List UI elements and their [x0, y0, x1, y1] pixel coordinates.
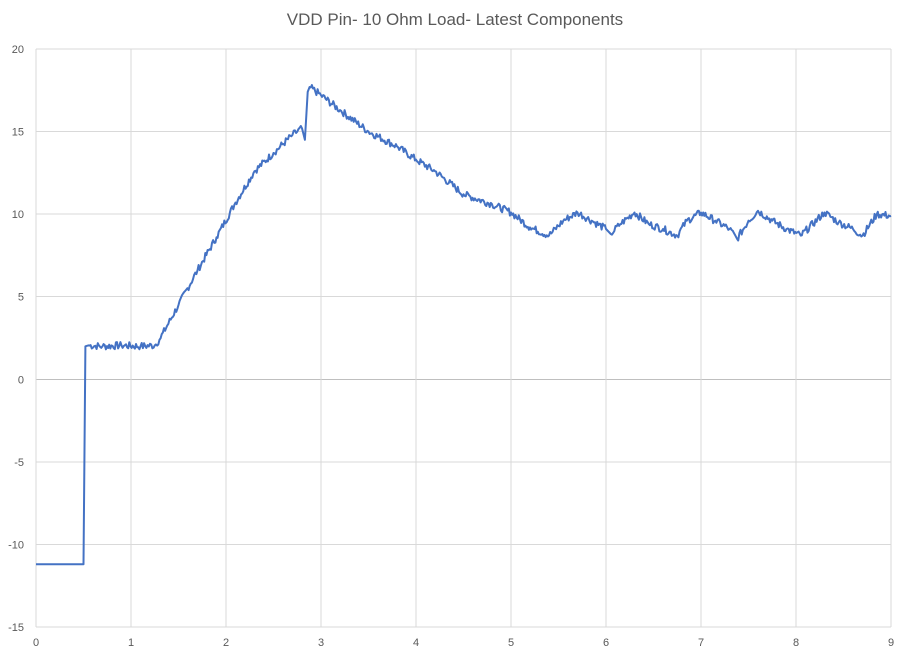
y-tick-label: 15	[12, 127, 24, 139]
tick-label-layer: -15 -10 -5 0 5 10 15 20 0 1 2 3 4 5 6 7 8 9	[8, 44, 894, 649]
y-tick-label: 20	[12, 44, 24, 56]
x-tick-label: 8	[793, 637, 799, 649]
series-layer	[36, 84, 892, 566]
y-tick-label: -5	[14, 457, 24, 469]
y-tick-label: 0	[18, 374, 24, 386]
x-tick-label: 7	[698, 637, 704, 649]
series-line	[36, 84, 892, 566]
y-tick-label: -15	[8, 622, 24, 634]
chart-title: VDD Pin- 10 Ohm Load- Latest Components	[286, 10, 624, 29]
y-tick-label: 10	[12, 209, 24, 221]
x-tick-label: 9	[888, 637, 894, 649]
y-tick-label: 5	[18, 292, 24, 304]
x-tick-label: 5	[508, 637, 514, 649]
grid-layer	[35, 48, 892, 628]
x-tick-label: 4	[413, 637, 419, 649]
x-tick-label: 0	[33, 637, 39, 649]
y-tick-label: -10	[8, 539, 24, 551]
x-tick-label: 3	[318, 637, 324, 649]
x-tick-label: 2	[223, 637, 229, 649]
x-tick-label: 1	[128, 637, 134, 649]
x-tick-label: 6	[603, 637, 609, 649]
